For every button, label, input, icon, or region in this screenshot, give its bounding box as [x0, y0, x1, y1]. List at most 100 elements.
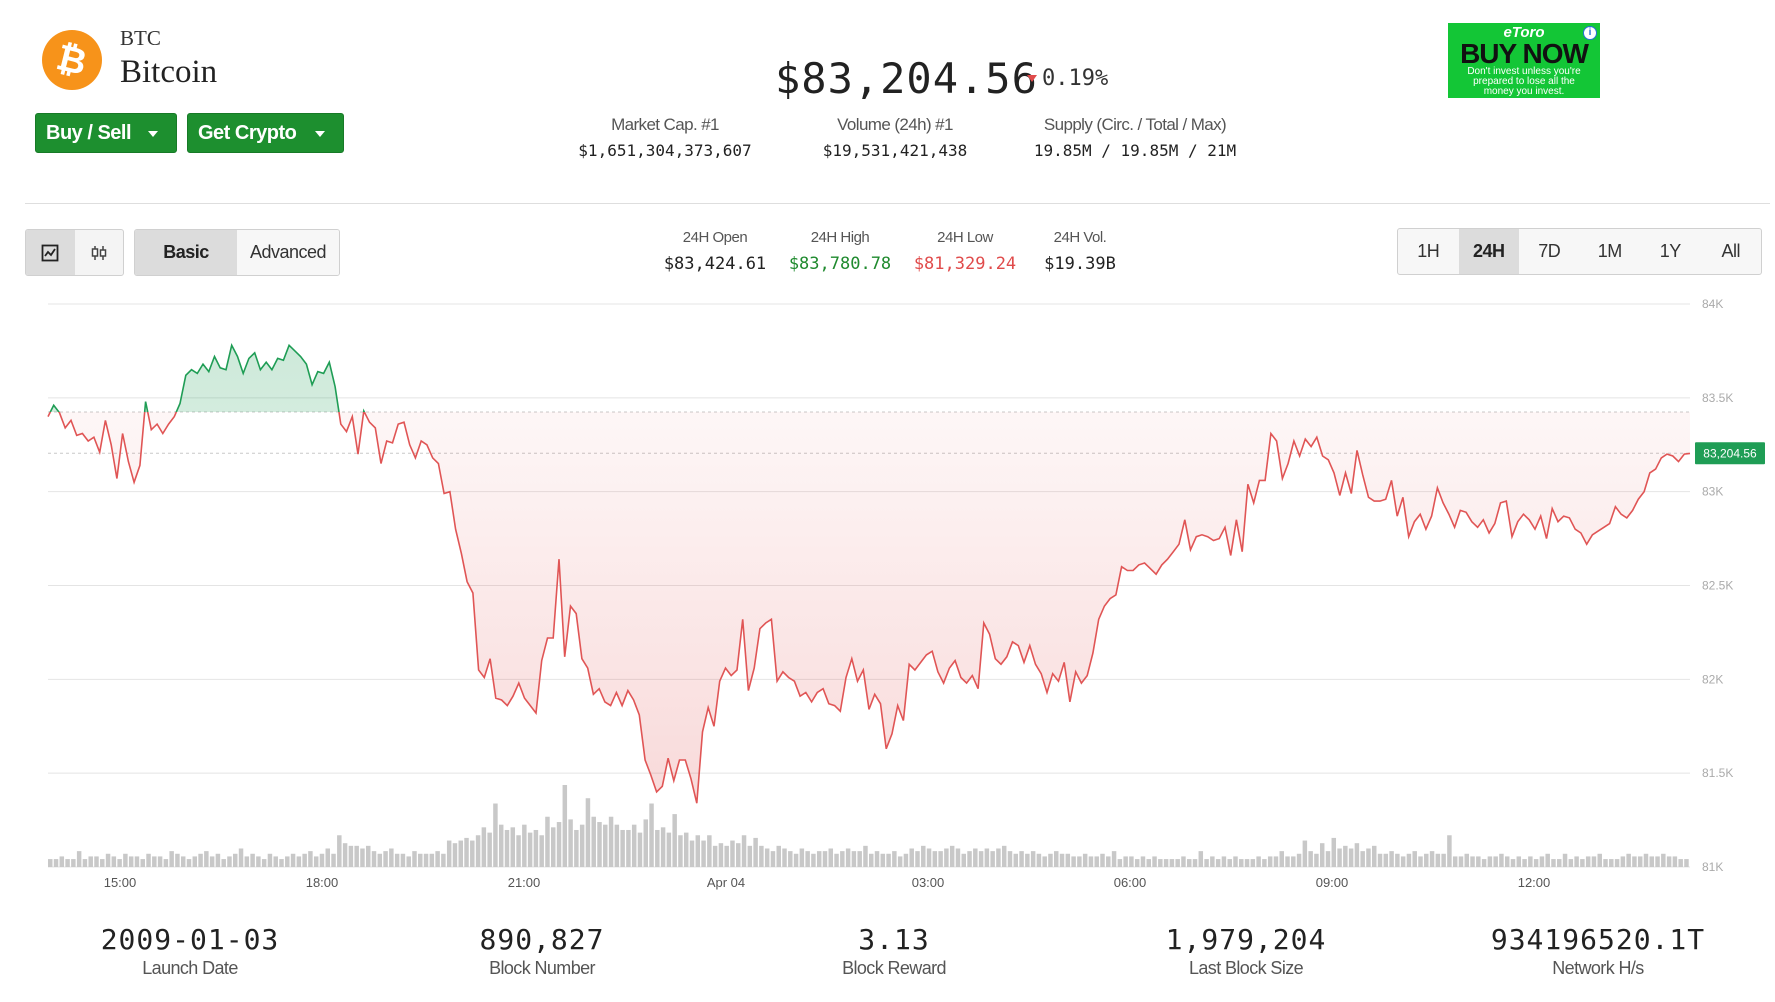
stat-label: Last Block Size: [1188, 958, 1304, 978]
volume-bar: [1134, 859, 1140, 867]
volume-bar: [1412, 851, 1417, 867]
caret-down-icon: [148, 131, 158, 137]
volume-bar: [707, 835, 712, 867]
price-chart[interactable]: 84K 83.5K 83K 82.5K 82K 81.5K 81K 15:00 18:00 21:…: [0, 290, 1775, 890]
range-all[interactable]: All: [1721, 241, 1740, 261]
volume-bar: [1123, 856, 1128, 867]
volume-bar: [65, 859, 70, 867]
volume-bar: [840, 851, 845, 867]
volume-bar: [1129, 856, 1134, 867]
coin-ticker: BTC: [120, 26, 161, 50]
volume-bar: [1539, 856, 1545, 867]
volume-bar: [556, 822, 562, 867]
stat-value: $83,780.78: [788, 254, 892, 274]
volume-bar: [1210, 856, 1215, 867]
volume-bar: [470, 840, 475, 867]
volume-24h-stat: 24H Vol. $19.39B: [1030, 229, 1130, 274]
volume-bar: [1169, 859, 1175, 867]
candlestick-icon[interactable]: [75, 230, 124, 275]
current-price: $83,204.56: [775, 54, 1038, 103]
get-crypto-button[interactable]: Get Crypto: [187, 113, 344, 153]
volume-bar: [59, 856, 65, 867]
volume-bar: [94, 856, 99, 867]
stat-value: 19.85M / 19.85M / 21M: [1033, 141, 1237, 160]
line-chart-icon[interactable]: [26, 230, 75, 275]
block-reward-stat: 3.13 Block Reward: [764, 923, 1024, 979]
block-number-stat: 890,827 Block Number: [412, 923, 672, 979]
volume-bar: [215, 853, 221, 867]
volume-bar: [1637, 856, 1643, 867]
volume-bar: [331, 853, 336, 867]
chart-type-toggle: [25, 229, 124, 276]
range-1y[interactable]: 1Y: [1659, 241, 1682, 261]
x-tick-label: 15:00: [104, 875, 137, 890]
volume-bar: [759, 845, 764, 867]
volume-bar: [1632, 856, 1637, 867]
volume-bar: [198, 853, 203, 867]
etoro-ad-banner[interactable]: eToro BUY NOW Don't invest unless you're…: [1448, 23, 1600, 98]
volume-bar: [337, 835, 342, 867]
volume-bar: [770, 851, 776, 867]
price-change-percent: 0.19%: [1042, 66, 1109, 91]
stat-value: 2009-01-03: [100, 923, 280, 956]
volume-bar: [863, 845, 868, 867]
volume-bar: [1054, 851, 1059, 867]
y-tick-label: 83.5K: [1702, 391, 1733, 405]
volume-bar: [1533, 859, 1539, 867]
volume-bar: [1077, 856, 1082, 867]
range-1m[interactable]: 1M: [1597, 241, 1623, 261]
volume-bar: [869, 853, 874, 867]
volume-bar: [897, 856, 903, 867]
volume-bar: [915, 851, 920, 867]
volume-bar: [620, 829, 625, 867]
stat-label: 24H Low: [937, 229, 993, 246]
advanced-mode-tab[interactable]: Advanced: [237, 230, 339, 275]
low-stat: 24H Low $81,329.24: [900, 229, 1030, 274]
volume-bar: [1331, 837, 1337, 867]
volume-bar: [1163, 859, 1169, 867]
volume-bar: [533, 829, 539, 867]
volume-bar: [990, 851, 995, 867]
volume-bar: [816, 851, 822, 867]
range-7d[interactable]: 7D: [1538, 241, 1561, 261]
volume-bar: [233, 853, 238, 867]
basic-mode-tab[interactable]: Basic: [135, 230, 237, 275]
high-stat: 24H High $83,780.78: [775, 229, 905, 274]
volume-bar: [354, 845, 359, 867]
volume-bar: [764, 848, 770, 867]
range-1h[interactable]: 1H: [1417, 241, 1440, 261]
volume-bar: [938, 851, 943, 867]
volume-bar: [441, 853, 446, 867]
x-tick-label: 09:00: [1316, 875, 1349, 890]
volume-bar: [631, 824, 637, 867]
volume-bar: [562, 785, 568, 867]
volume-bar: [1256, 856, 1261, 867]
volume-bar: [1574, 856, 1579, 867]
x-tick-label: 12:00: [1518, 875, 1551, 890]
volume-bar: [1279, 851, 1284, 867]
volume-bar: [949, 845, 955, 867]
buy-sell-button[interactable]: Buy / Sell: [35, 113, 177, 153]
volume-bar: [1649, 856, 1655, 867]
volume-bar: [1476, 856, 1481, 867]
volume-bar: [123, 853, 128, 867]
volume-bar: [394, 853, 400, 867]
ad-brand: eToro: [1503, 24, 1545, 41]
caret-down-icon: [315, 131, 325, 137]
volume-bar: [82, 859, 88, 867]
volume-bar: [250, 853, 255, 867]
stat-value: $83,424.61: [663, 254, 767, 274]
volume-bar: [701, 840, 706, 867]
volume-bar: [1609, 859, 1614, 867]
volume-bar: [342, 843, 348, 867]
volume-bar: [238, 848, 244, 867]
range-24h[interactable]: 24H: [1458, 229, 1519, 274]
volume-bar: [643, 819, 648, 867]
volume-bar: [88, 856, 93, 867]
volume-bar: [961, 853, 966, 867]
volume-bar: [371, 851, 377, 867]
volume-bar: [464, 837, 469, 867]
ad-info-icon[interactable]: i: [1583, 26, 1597, 40]
volume-bar: [285, 856, 290, 867]
volume-bar: [1273, 856, 1279, 867]
